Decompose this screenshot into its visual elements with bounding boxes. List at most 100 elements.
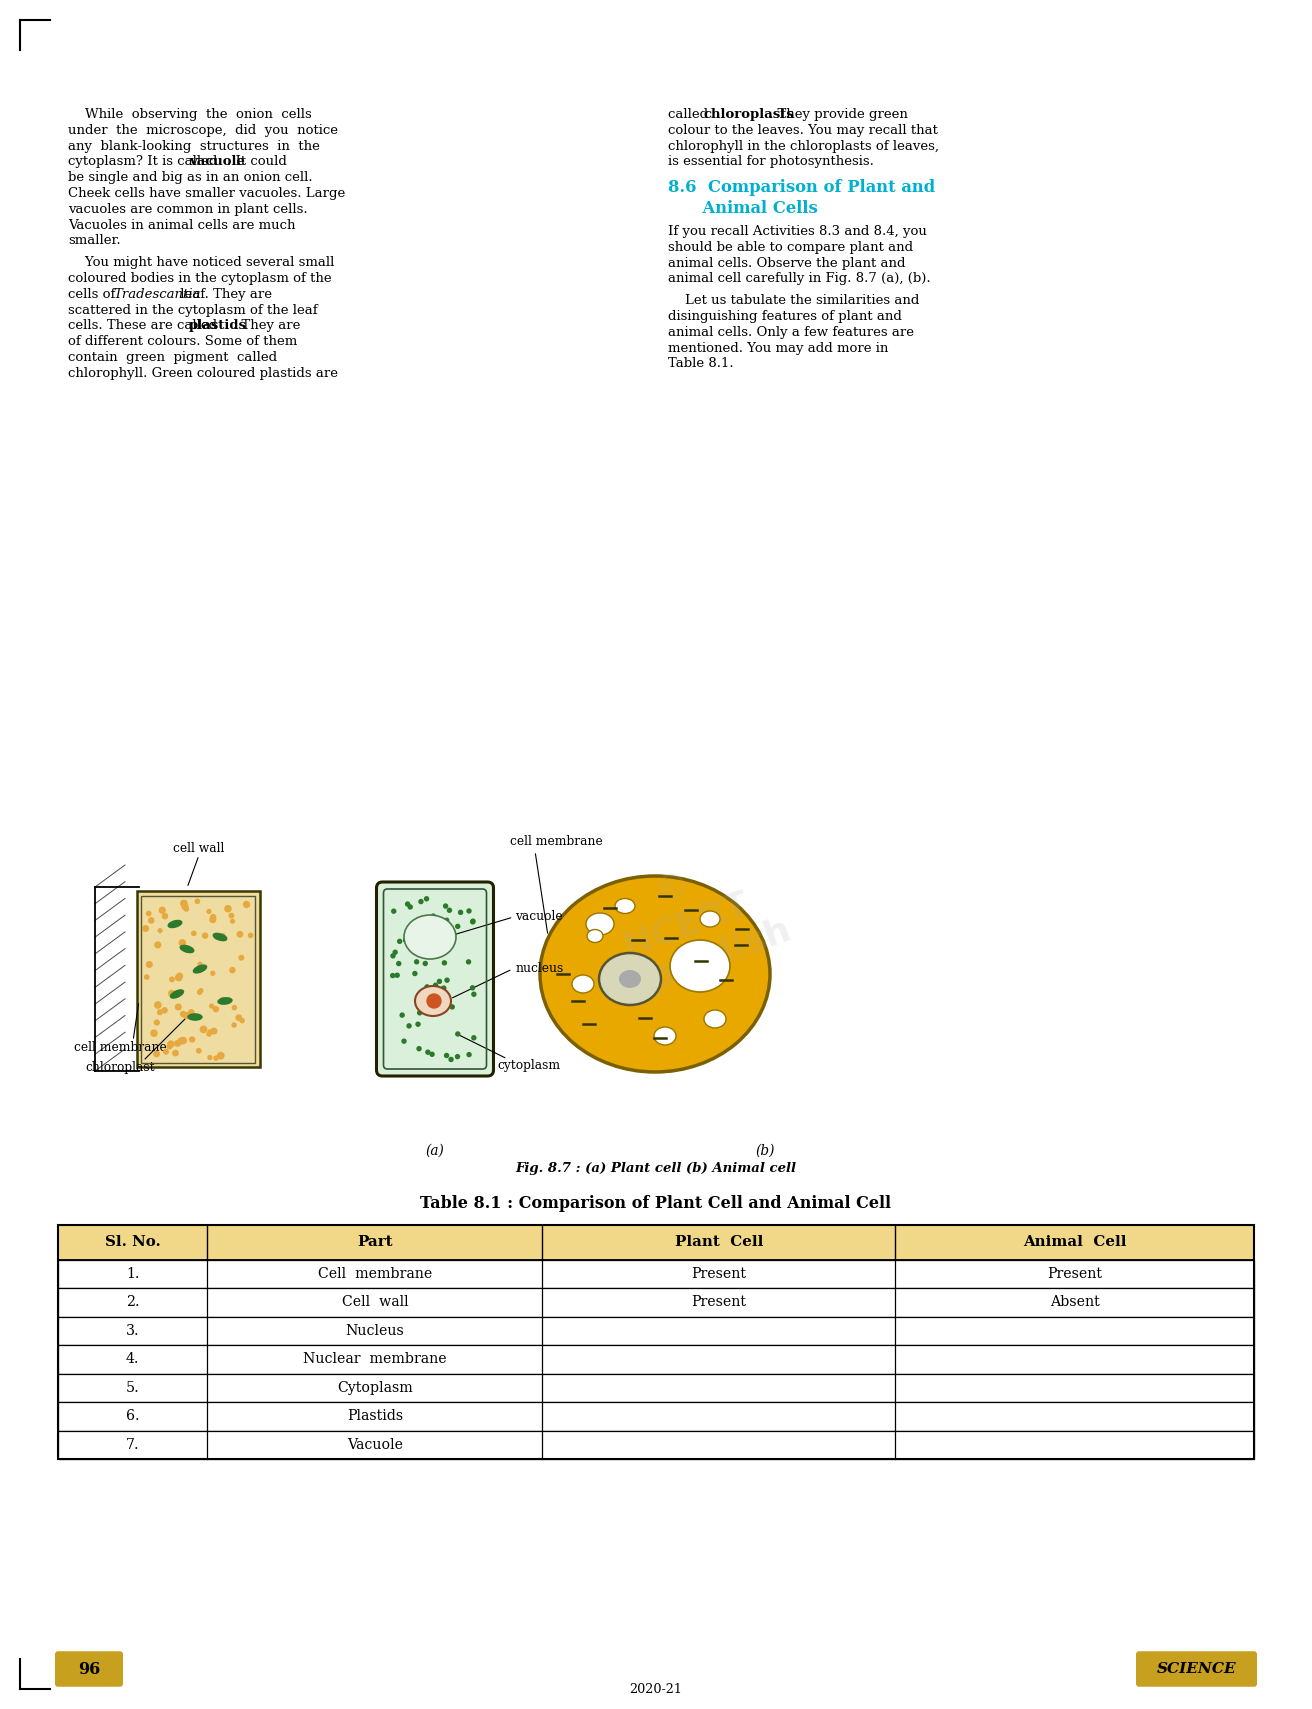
Circle shape <box>180 940 185 945</box>
Circle shape <box>195 899 199 904</box>
Text: cytoplasm? It is called: cytoplasm? It is called <box>68 156 222 169</box>
Circle shape <box>442 986 446 990</box>
Circle shape <box>144 974 148 979</box>
Text: called: called <box>668 108 712 121</box>
Circle shape <box>157 1010 163 1015</box>
Circle shape <box>239 955 244 960</box>
Circle shape <box>201 1027 207 1032</box>
Circle shape <box>237 931 243 937</box>
Bar <box>58 1225 1254 1260</box>
Circle shape <box>391 974 395 978</box>
Text: vacuole: vacuole <box>189 156 245 169</box>
Circle shape <box>407 1024 411 1027</box>
Text: chlorophyll in the chloroplasts of leaves,: chlorophyll in the chloroplasts of leave… <box>668 140 939 152</box>
Circle shape <box>455 1032 459 1036</box>
Bar <box>58 1401 1254 1430</box>
Circle shape <box>415 960 419 964</box>
Circle shape <box>408 906 412 909</box>
Circle shape <box>167 1044 172 1049</box>
Circle shape <box>450 1005 454 1008</box>
Circle shape <box>176 974 181 981</box>
Circle shape <box>230 913 234 918</box>
Circle shape <box>181 901 188 907</box>
Ellipse shape <box>615 899 635 914</box>
Text: leaf. They are: leaf. They are <box>176 287 272 301</box>
Text: 1.: 1. <box>126 1266 139 1280</box>
Text: Fig. 8.7 : (a) Plant cell (b) Animal cell: Fig. 8.7 : (a) Plant cell (b) Animal cel… <box>516 1162 796 1176</box>
Circle shape <box>442 960 446 966</box>
Circle shape <box>214 1056 218 1060</box>
Text: 2.: 2. <box>126 1295 139 1309</box>
Text: animal cell carefully in Fig. 8.7 (a), (b).: animal cell carefully in Fig. 8.7 (a), (… <box>668 272 930 285</box>
Ellipse shape <box>193 966 206 972</box>
Text: cell membrane: cell membrane <box>73 1041 167 1054</box>
Text: Nuclear  membrane: Nuclear membrane <box>303 1352 447 1365</box>
Circle shape <box>445 978 449 983</box>
Circle shape <box>455 1054 459 1058</box>
Text: . They provide green: . They provide green <box>769 108 908 121</box>
Text: Tradescantia: Tradescantia <box>113 287 201 301</box>
Text: 5.: 5. <box>126 1381 139 1395</box>
Circle shape <box>232 1005 236 1010</box>
Text: SCIENCE: SCIENCE <box>1157 1661 1236 1677</box>
Circle shape <box>426 995 441 1008</box>
Circle shape <box>154 1051 159 1056</box>
Circle shape <box>214 1007 218 1012</box>
Text: Cheek cells have smaller vacuoles. Large: Cheek cells have smaller vacuoles. Large <box>68 186 345 200</box>
Text: Vacuole: Vacuole <box>346 1437 403 1451</box>
Text: Animal Cells: Animal Cells <box>668 200 817 217</box>
Text: Animal  Cell: Animal Cell <box>1023 1236 1126 1249</box>
Circle shape <box>415 940 419 943</box>
Ellipse shape <box>188 1013 202 1020</box>
Bar <box>58 1374 1254 1401</box>
Text: cell membrane: cell membrane <box>510 836 602 848</box>
Text: mentioned. You may add more in: mentioned. You may add more in <box>668 342 888 354</box>
Circle shape <box>224 906 231 911</box>
Text: Plastids: Plastids <box>346 1410 403 1424</box>
Circle shape <box>169 978 174 981</box>
Circle shape <box>155 942 160 948</box>
Ellipse shape <box>171 990 184 998</box>
Circle shape <box>232 1024 236 1027</box>
Circle shape <box>459 911 463 914</box>
Text: colour to the leaves. You may recall that: colour to the leaves. You may recall tha… <box>668 123 938 137</box>
Circle shape <box>198 962 202 966</box>
Circle shape <box>147 962 152 967</box>
Circle shape <box>445 918 449 923</box>
Circle shape <box>417 1046 421 1051</box>
Text: smaller.: smaller. <box>68 234 121 248</box>
Circle shape <box>215 935 219 940</box>
Circle shape <box>471 919 475 923</box>
Ellipse shape <box>701 911 720 926</box>
Circle shape <box>159 907 165 913</box>
Circle shape <box>437 979 441 983</box>
FancyBboxPatch shape <box>377 882 493 1077</box>
Text: Present: Present <box>1047 1266 1102 1280</box>
Circle shape <box>455 925 459 928</box>
Circle shape <box>202 933 207 938</box>
Circle shape <box>400 1013 404 1017</box>
Circle shape <box>207 1032 211 1036</box>
Text: . It could: . It could <box>227 156 287 169</box>
Circle shape <box>394 950 398 954</box>
Circle shape <box>218 1053 224 1060</box>
Circle shape <box>199 990 203 993</box>
Text: Nucleus: Nucleus <box>345 1324 404 1338</box>
Circle shape <box>467 960 471 964</box>
Circle shape <box>424 962 428 966</box>
Text: 7.: 7. <box>126 1437 139 1451</box>
Text: Sl. No.: Sl. No. <box>105 1236 160 1249</box>
Circle shape <box>169 991 174 996</box>
Circle shape <box>192 931 195 935</box>
Text: While  observing  the  onion  cells: While observing the onion cells <box>68 108 312 121</box>
Circle shape <box>391 954 395 957</box>
Circle shape <box>472 993 476 996</box>
Circle shape <box>467 1053 471 1056</box>
Text: 6.: 6. <box>126 1410 139 1424</box>
Text: chlorophyll. Green coloured plastids are: chlorophyll. Green coloured plastids are <box>68 367 338 379</box>
FancyBboxPatch shape <box>136 890 260 1066</box>
Circle shape <box>182 904 188 909</box>
Text: Vacuoles in animal cells are much: Vacuoles in animal cells are much <box>68 219 295 232</box>
FancyBboxPatch shape <box>55 1651 123 1687</box>
Circle shape <box>416 1022 420 1025</box>
